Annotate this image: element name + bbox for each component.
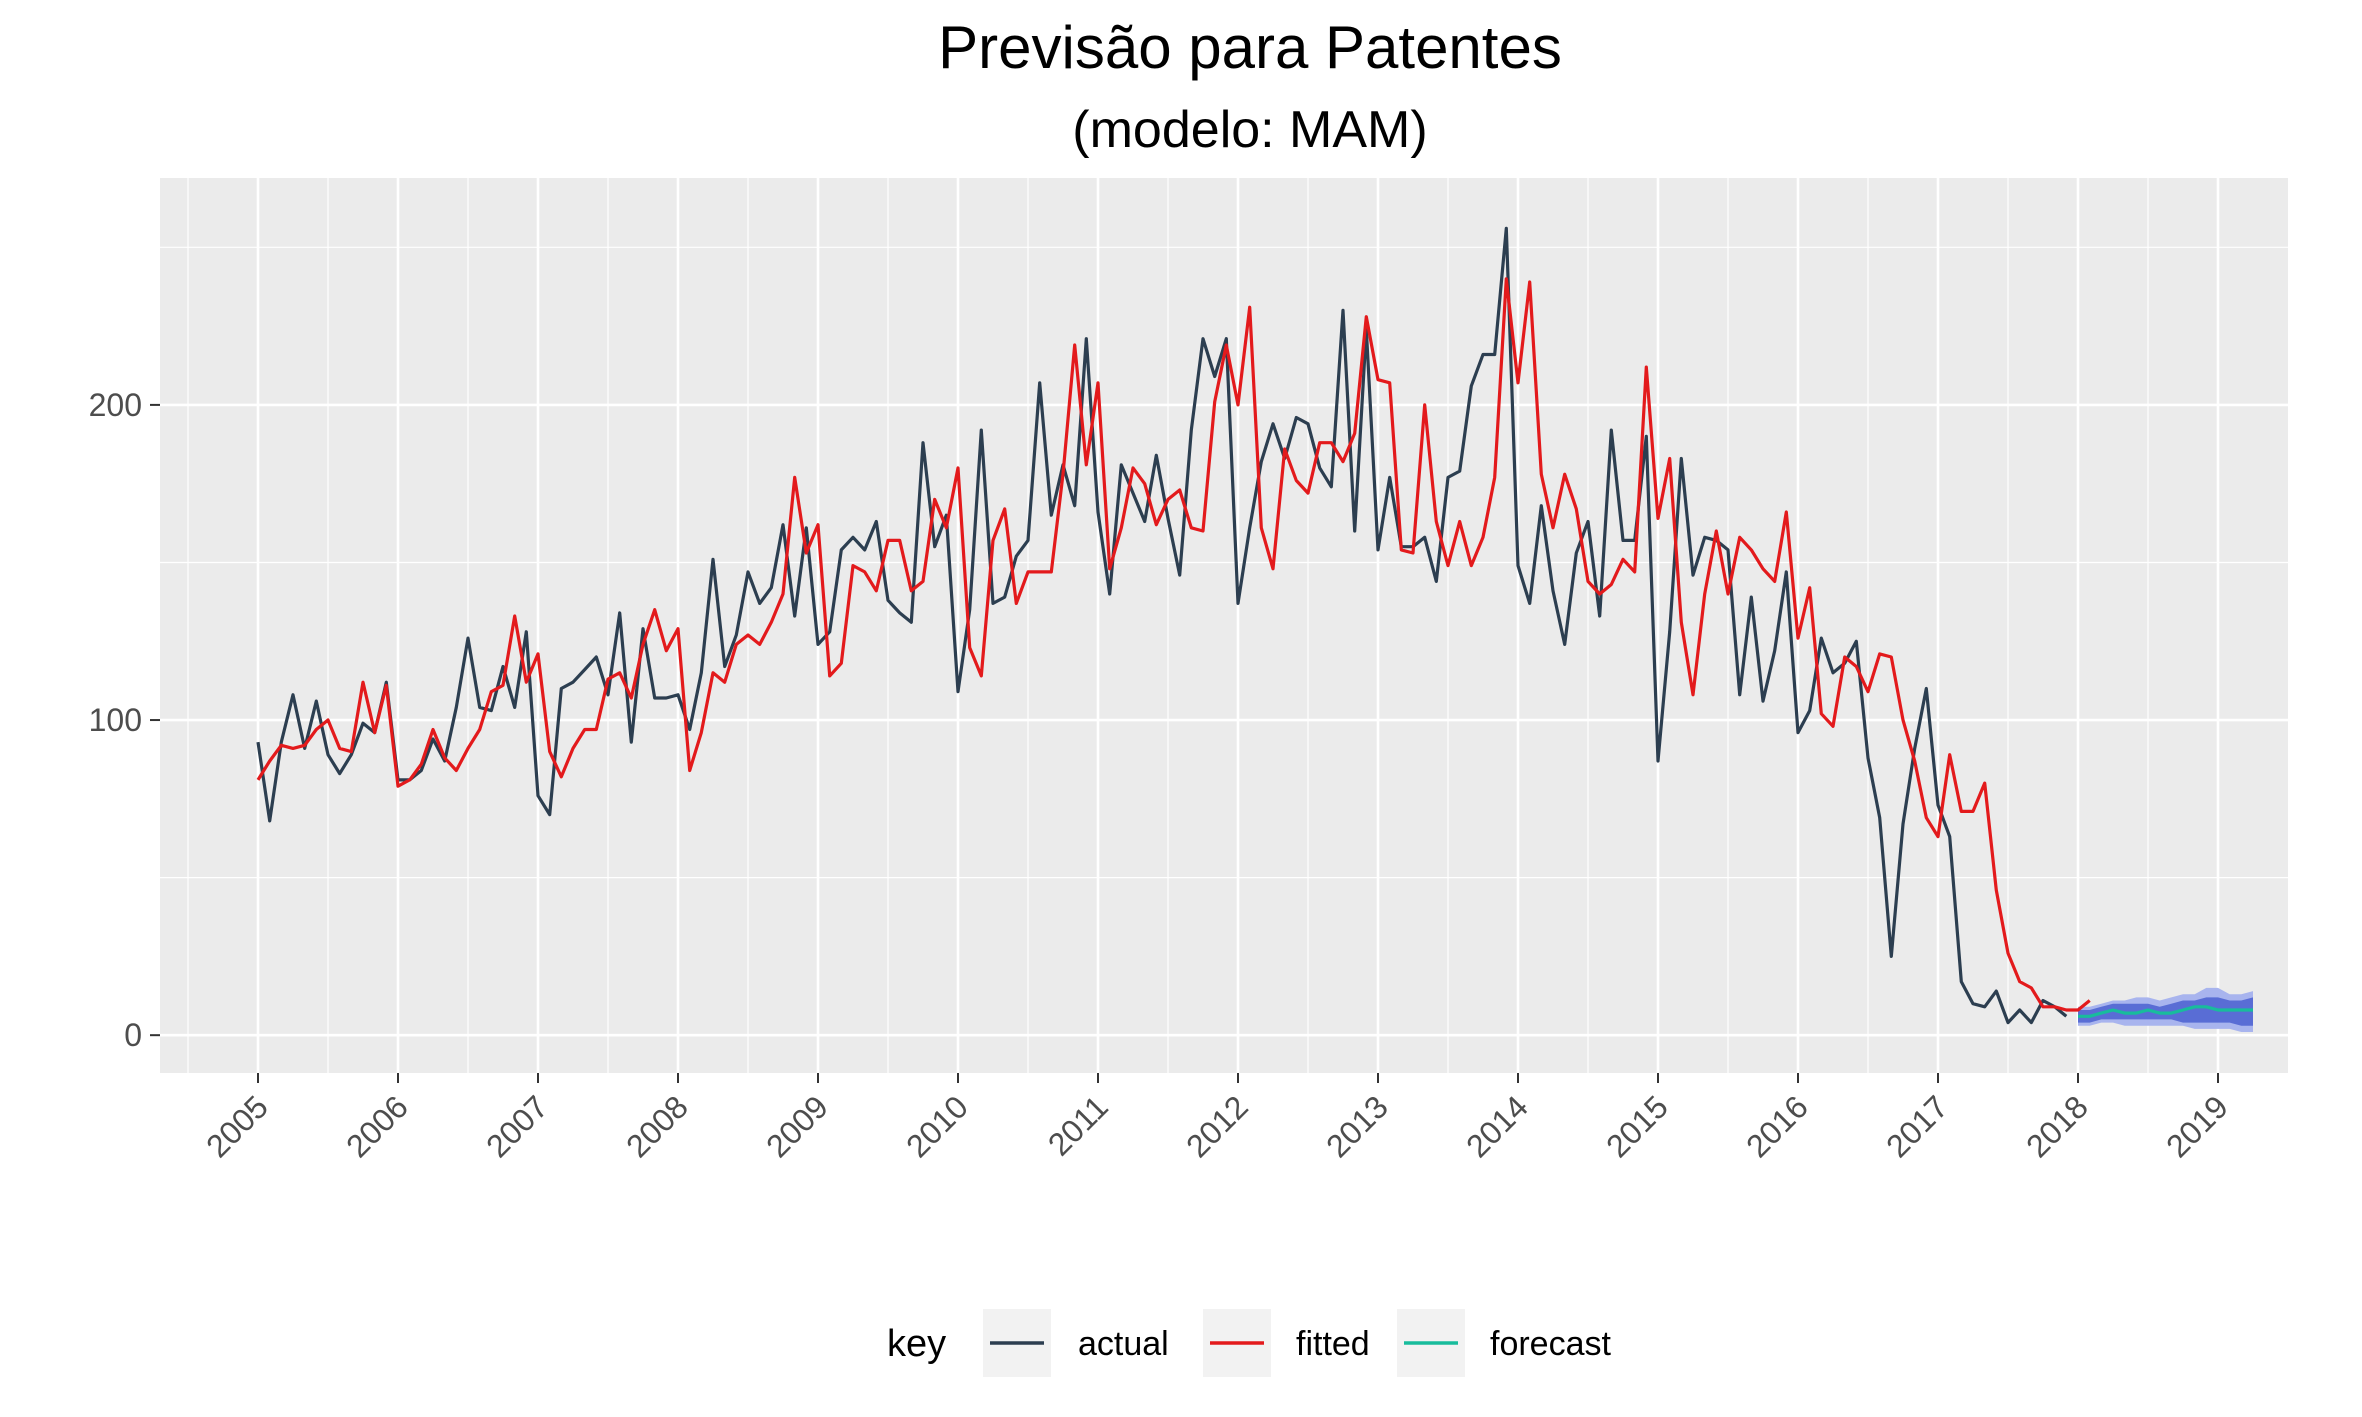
x-tick-label: 2009 (759, 1088, 835, 1164)
x-tick-label: 2008 (619, 1088, 695, 1164)
x-tick-label: 2011 (1041, 1088, 1115, 1162)
x-tick-label: 2019 (2159, 1088, 2235, 1164)
legend: key actual fitted forecast (887, 1309, 1611, 1377)
legend-label-forecast: forecast (1490, 1325, 1611, 1363)
y-axis: 0 100 200 (89, 387, 160, 1053)
chart-title: Previsão para Patentes (938, 14, 1562, 81)
legend-item-fitted: fitted (1203, 1309, 1370, 1377)
x-tick-label: 2007 (479, 1088, 555, 1164)
x-axis: 2005 2006 2007 2008 2009 2010 2011 2012 2013 2014… (199, 1073, 2235, 1164)
x-tick-label: 2014 (1459, 1088, 1535, 1164)
chart-subtitle: (modelo: MAM) (1072, 101, 1427, 159)
legend-item-forecast: forecast (1397, 1309, 1611, 1377)
x-tick-label: 2010 (899, 1088, 975, 1164)
x-tick-label: 2013 (1319, 1088, 1395, 1164)
x-tick-label: 2016 (1739, 1088, 1815, 1164)
legend-title: key (887, 1323, 946, 1365)
y-tick-label: 0 (124, 1017, 142, 1053)
x-tick-label: 2006 (339, 1088, 415, 1164)
x-tick-label: 2012 (1179, 1088, 1255, 1164)
x-tick-label: 2017 (1879, 1088, 1955, 1164)
legend-item-actual: actual (983, 1309, 1169, 1377)
x-tick-label: 2015 (1599, 1088, 1675, 1164)
y-tick-label: 200 (89, 387, 142, 423)
plot-panel (160, 178, 2288, 1073)
legend-label-fitted: fitted (1296, 1325, 1370, 1363)
y-tick-label: 100 (89, 702, 142, 738)
x-tick-label: 2018 (2019, 1088, 2095, 1164)
legend-label-actual: actual (1078, 1325, 1169, 1363)
x-tick-label: 2005 (199, 1088, 275, 1164)
